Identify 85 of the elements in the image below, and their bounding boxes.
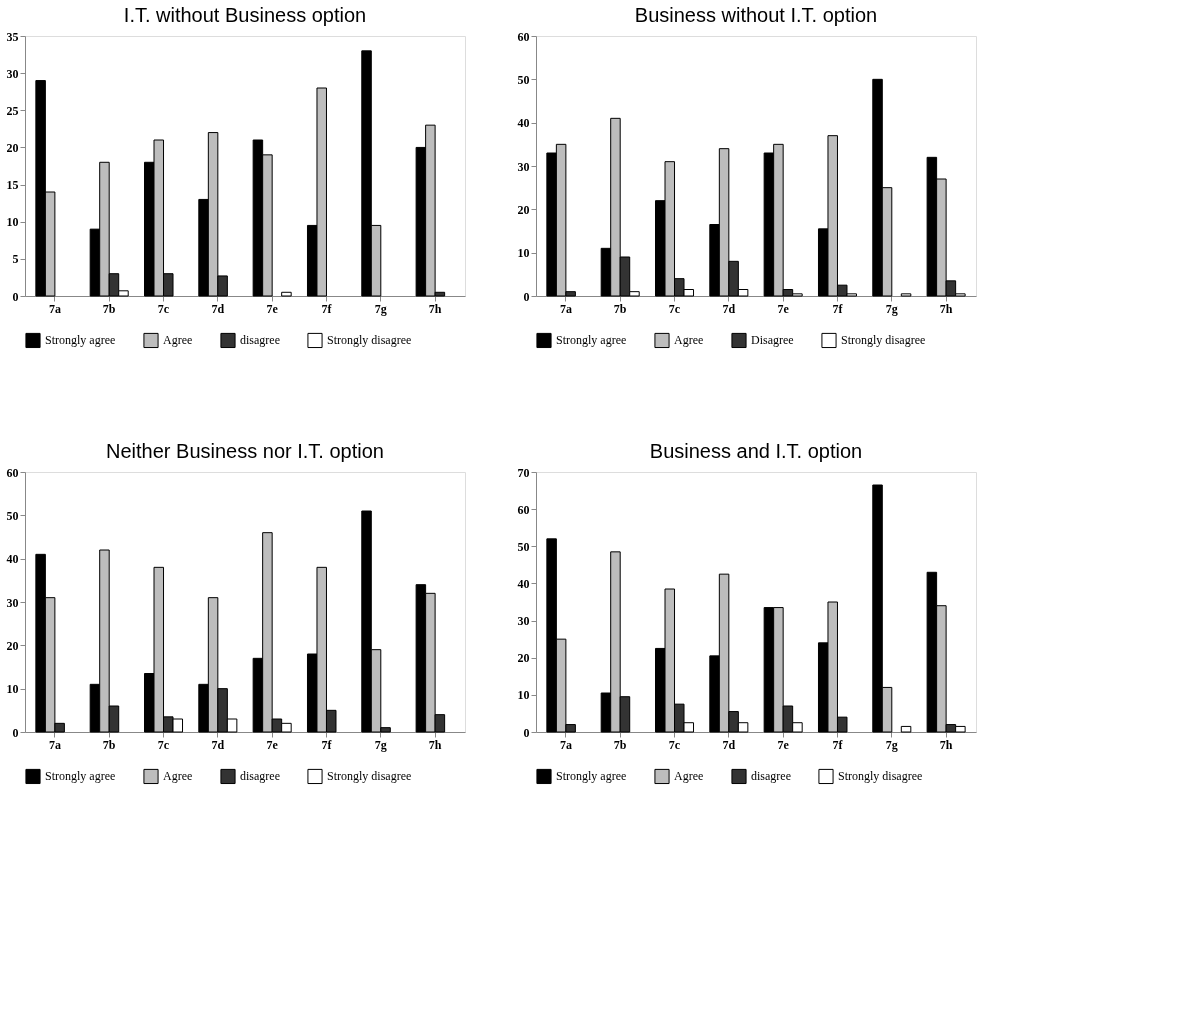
chart-title: Business and I.T. option	[649, 440, 863, 462]
x-tick-label: 7f	[832, 301, 844, 316]
x-tick-label: 7g	[374, 737, 387, 752]
x-tick-label: 7e	[777, 301, 790, 316]
x-tick-label: 7g	[885, 301, 898, 316]
x-tick-label: 7d	[722, 737, 736, 752]
y-tick-label: 60	[517, 502, 530, 517]
legend-label: Strongly agree	[45, 769, 116, 784]
x-tick-label: 7c	[668, 301, 681, 316]
y-tick-label: 0	[12, 725, 19, 740]
x-tick-label: 7a	[48, 737, 61, 752]
legend-label: Strongly agree	[556, 333, 627, 348]
x-tick-label: 7d	[211, 737, 225, 752]
x-tick-label: 7g	[885, 737, 898, 752]
x-tick-label: 7h	[428, 737, 442, 752]
x-tick-label: 7d	[722, 301, 736, 316]
legend-label: Strongly disagree	[327, 333, 412, 348]
x-tick-label: 7e	[266, 737, 279, 752]
y-tick-label: 10	[6, 682, 19, 697]
y-tick-label: 60	[6, 465, 19, 480]
x-tick-label: 7h	[939, 301, 953, 316]
legend-label: disagree	[751, 769, 791, 784]
x-tick-label: 7e	[777, 737, 790, 752]
y-tick-label: 40	[517, 116, 530, 131]
y-tick-label: 70	[517, 465, 530, 480]
legend-label: Disagree	[751, 333, 794, 348]
legend-label: Agree	[674, 333, 704, 348]
x-tick-label: 7g	[374, 301, 387, 316]
bar	[900, 293, 912, 297]
chart-title: Business without I.T. option	[634, 4, 878, 26]
x-tick-label: 7e	[266, 301, 279, 316]
legend-label: Strongly disagree	[327, 769, 412, 784]
legend-label: disagree	[240, 333, 280, 348]
x-tick-label: 7c	[668, 737, 681, 752]
y-tick-label: 30	[517, 159, 530, 174]
y-tick-label: 20	[6, 140, 19, 155]
y-tick-label: 10	[517, 688, 530, 703]
x-tick-label: 7f	[321, 301, 333, 316]
legend-label: Strongly agree	[556, 769, 627, 784]
x-tick-label: 7c	[157, 737, 170, 752]
legend-label: disagree	[240, 769, 280, 784]
legend-label: Strongly disagree	[838, 769, 923, 784]
chart-title: I.T. without Business option	[123, 4, 367, 26]
legend-label: Agree	[163, 769, 193, 784]
y-tick-label: 50	[517, 539, 530, 554]
y-tick-label: 0	[12, 289, 19, 304]
y-tick-label: 20	[517, 202, 530, 217]
y-tick-label: 0	[523, 289, 530, 304]
x-tick-label: 7a	[559, 301, 572, 316]
x-tick-label: 7f	[832, 737, 844, 752]
y-tick-label: 40	[6, 552, 19, 567]
y-tick-label: 30	[6, 66, 19, 81]
y-tick-label: 60	[517, 29, 530, 44]
x-tick-label: 7f	[321, 737, 333, 752]
x-tick-label: 7b	[102, 301, 116, 316]
x-tick-label: 7h	[939, 737, 953, 752]
x-tick-label: 7a	[48, 301, 61, 316]
y-tick-label: 5	[12, 252, 19, 267]
legend-label: Strongly disagree	[841, 333, 926, 348]
x-tick-label: 7h	[428, 301, 442, 316]
y-tick-label: 15	[6, 178, 19, 193]
legend-label: Agree	[163, 333, 193, 348]
legend-label: Strongly agree	[45, 333, 116, 348]
x-tick-label: 7b	[613, 301, 627, 316]
y-tick-label: 0	[523, 725, 530, 740]
y-tick-label: 25	[6, 103, 19, 118]
x-tick-label: 7d	[211, 301, 225, 316]
bar	[281, 291, 292, 297]
y-tick-label: 20	[6, 638, 19, 653]
x-tick-label: 7c	[157, 301, 170, 316]
y-tick-label: 20	[517, 651, 530, 666]
y-tick-label: 35	[6, 29, 19, 44]
legend-label: Agree	[674, 769, 704, 784]
y-tick-label: 50	[517, 72, 530, 87]
bar	[900, 725, 912, 733]
y-tick-label: 30	[6, 595, 19, 610]
x-tick-label: 7a	[559, 737, 572, 752]
x-tick-label: 7b	[613, 737, 627, 752]
y-tick-label: 50	[6, 508, 19, 523]
y-tick-label: 10	[517, 246, 530, 261]
y-tick-label: 40	[517, 576, 530, 591]
chart-title: Neither Business nor I.T. option	[106, 440, 384, 462]
y-tick-label: 30	[517, 614, 530, 629]
x-tick-label: 7b	[102, 737, 116, 752]
y-tick-label: 10	[6, 215, 19, 230]
